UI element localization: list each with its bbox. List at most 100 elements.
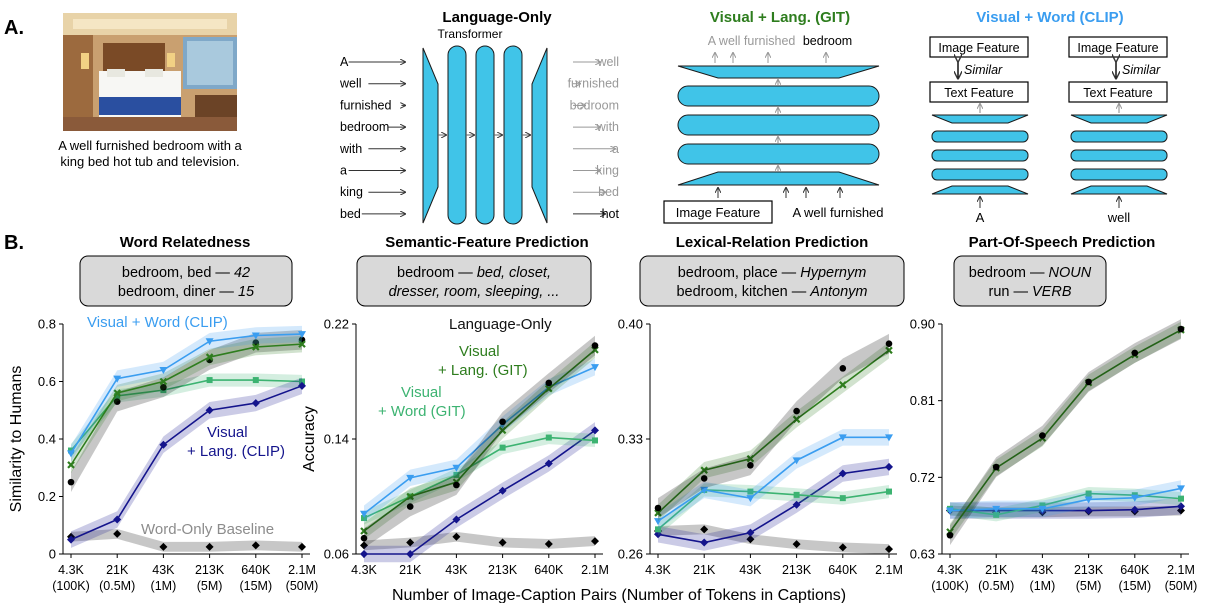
data-point: [544, 459, 553, 468]
annotation-language-only: Language-Only: [449, 316, 552, 333]
data-point: [885, 340, 893, 348]
data-point: [838, 469, 847, 478]
series-clip_lang: [946, 498, 1185, 519]
y-tick-label: 0.90: [910, 317, 935, 332]
data-point: [1039, 432, 1046, 439]
language-only-title: Language-Only: [442, 9, 552, 26]
y-tick-label: 0: [49, 547, 56, 562]
y-axis-label: Similarity to Humans: [8, 366, 25, 513]
x-tick-label: 213K: [488, 563, 518, 577]
series-line: [657, 436, 889, 522]
clip-word-right: well: [1107, 210, 1131, 225]
x-tick-label: 21K: [693, 563, 716, 577]
data-point: [67, 450, 75, 458]
input-token: furnished: [340, 98, 391, 112]
clip-image-feature-left: Image Feature: [938, 41, 1019, 55]
data-point: [159, 440, 168, 449]
data-point: [839, 495, 846, 502]
x-tick-sublabel: (100K): [52, 579, 90, 593]
photo-caption-line2: king bed hot tub and television.: [60, 154, 239, 169]
data-point: [159, 377, 168, 386]
wr-ex2-ital: 15: [238, 284, 255, 300]
series-clip_lang: [67, 377, 306, 548]
sf-ex1-ital: bed, closet,: [477, 265, 551, 281]
confidence-band: [364, 422, 595, 563]
series-line: [70, 333, 303, 454]
svg-text:run — VERB: run — VERB: [988, 284, 1071, 300]
data-point: [113, 398, 121, 405]
sf-ex2-ital: dresser, room, sleeping, ...: [389, 284, 560, 300]
clip-word-left: A: [976, 210, 985, 225]
series-line: [657, 489, 890, 530]
example-box-word-relatedness: [79, 255, 293, 307]
git-image-feature-box: [663, 200, 773, 224]
data-point: [406, 492, 414, 501]
data-point: [67, 478, 75, 486]
pos-ex1-ital: NOUN: [1049, 265, 1092, 281]
x-tick-label: 43K: [445, 563, 468, 577]
data-point: [1038, 505, 1047, 513]
output-token: well: [596, 55, 619, 69]
data-point: [792, 415, 801, 424]
wr-ex1-ital: 42: [234, 265, 250, 281]
series-line: [363, 436, 596, 519]
annotation-git-2: + Lang. (GIT): [438, 362, 528, 379]
annotation-word-git-2: + Word (GIT): [378, 403, 466, 420]
data-point: [453, 481, 460, 489]
git-title: Visual + Lang. (GIT): [710, 9, 850, 26]
data-point: [406, 538, 415, 547]
data-point: [1177, 485, 1185, 493]
data-point: [839, 365, 847, 372]
data-point: [205, 353, 214, 361]
x-tick-label: 4.3K: [58, 563, 84, 577]
data-point: [700, 486, 709, 494]
data-point: [1131, 349, 1139, 357]
data-point: [655, 526, 661, 533]
data-point: [67, 535, 75, 544]
data-point: [452, 532, 461, 541]
output-token: a: [612, 142, 619, 156]
data-point: [885, 346, 893, 355]
data-point: [885, 462, 893, 471]
svg-text:bedroom — NOUN: bedroom — NOUN: [969, 265, 1092, 281]
data-point: [160, 383, 167, 391]
x-tick-label: 213K: [782, 563, 812, 577]
data-point: [654, 509, 662, 517]
data-point: [406, 550, 415, 558]
x-tick-label: 43K: [739, 563, 762, 577]
panel-label-b: B.: [4, 232, 24, 254]
confidence-band: [658, 524, 889, 554]
pos-ex2-ital: VERB: [1032, 284, 1072, 300]
data-point: [746, 495, 755, 503]
x-tick-sublabel: (50M): [1165, 579, 1198, 593]
data-point: [885, 434, 893, 442]
data-point: [251, 541, 260, 550]
x-tick-sublabel: (0.5M): [978, 579, 1014, 593]
series-line: [950, 505, 1182, 512]
chart-title-pos: Part-Of-Speech Prediction: [969, 234, 1156, 251]
data-point: [746, 535, 755, 544]
input-token: bedroom: [340, 120, 389, 134]
data-point: [1084, 496, 1093, 504]
clip-similar-left: Similar: [964, 63, 1003, 77]
lr-ex2-ital: Antonym: [809, 284, 867, 300]
data-point: [838, 434, 847, 442]
y-tick-label: 0.14: [324, 432, 349, 447]
output-token: king: [596, 164, 619, 178]
data-point: [700, 475, 708, 482]
series-git: [654, 342, 893, 522]
data-point: [545, 434, 552, 441]
series-lang_only: [360, 335, 599, 549]
y-tick-label: 0.4: [38, 432, 56, 447]
annotation-word-only: Word-Only Baseline: [141, 521, 274, 538]
clip-text-feature-right: Text Feature: [1083, 86, 1153, 100]
data-point: [992, 505, 1001, 513]
data-point: [700, 538, 709, 547]
clip-text-feature-left: Text Feature: [944, 86, 1014, 100]
line-chart-1: 0 0.2 0.4 0.6 0.8 4.3K (100K) 21K (0.5M) 43K (1M) 2…: [8, 317, 318, 594]
y-axis-label: Accuracy: [301, 406, 318, 472]
svg-text:bedroom, bed — 42: bedroom, bed — 42: [122, 265, 250, 281]
y-tick-label: 0.81: [910, 393, 935, 408]
series-line: [363, 349, 596, 532]
input-token: a: [340, 164, 347, 178]
